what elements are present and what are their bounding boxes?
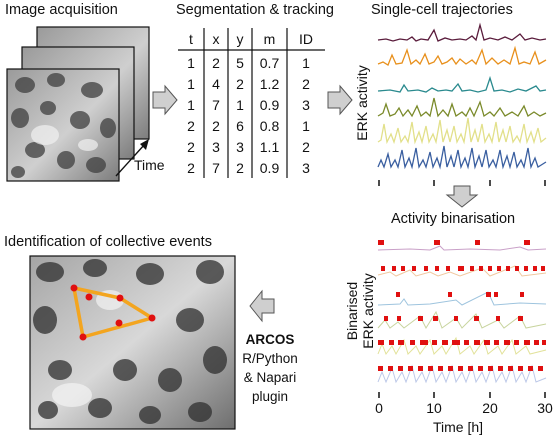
heading-activity-binarisation: Activity binarisation: [391, 211, 516, 227]
arrow-table-to-trajectories: [327, 84, 353, 116]
table-header-cell: y: [236, 31, 244, 47]
table-cell: 2: [187, 139, 195, 155]
collective-events-image: [29, 255, 236, 430]
table-cell: 2: [212, 118, 220, 134]
table-cell: 0.8: [259, 118, 280, 134]
table-cell: 3: [236, 139, 244, 155]
table-cell: 0.9: [259, 97, 280, 113]
binarised-tick-label: 20: [482, 400, 498, 416]
binarised-tick-label: 30: [537, 400, 553, 416]
table-cell: 0.9: [259, 160, 280, 176]
heading-collective-events: Identification of collective events: [4, 234, 212, 250]
table-cell: 1.2: [259, 76, 280, 92]
trajectory-series-3: [377, 75, 547, 93]
table-cell: 1: [302, 55, 310, 71]
table-cell: 1: [187, 55, 195, 71]
trajectories-plot: [377, 22, 547, 170]
trajectory-series-5: [377, 117, 547, 145]
heading-segmentation-tracking: Segmentation & tracking: [176, 2, 334, 18]
collective-event-points: [70, 284, 156, 341]
binarised-x-axis: [378, 392, 546, 398]
table-cell: 2: [187, 118, 195, 134]
segmentation-table: t x y m ID 1 2 5 0.7 1 1 4 2 1.2 2 1 7 1 0.9 3 2 2 6 0.8 1 2 3 3 1.1…: [178, 28, 325, 178]
table-cell: 3: [302, 97, 310, 113]
table-cell: 3: [212, 139, 220, 155]
binarised-tick-label: 10: [426, 400, 442, 416]
arrow-acquisition-to-table: [152, 84, 178, 116]
table-cell: 1: [187, 76, 195, 92]
image-frame-front: [6, 68, 120, 182]
table-cell: 0.7: [259, 55, 280, 71]
table-header-cell: t: [189, 31, 193, 47]
trajectory-series-6: [377, 145, 547, 170]
table-cell: 3: [302, 160, 310, 176]
binary-line-1: [377, 245, 547, 251]
table-grid: [178, 28, 325, 178]
arcos-label: ARCOS R/Python & Napari plugin: [240, 330, 300, 406]
binary-line-6: [377, 364, 547, 384]
arrow-down-to-binarisation: [445, 185, 479, 208]
table-cell: 7: [212, 97, 220, 113]
arcos-line3: & Napari: [243, 370, 297, 385]
trajectory-series-1: [377, 22, 547, 42]
binary-line-5: [377, 336, 547, 356]
arrow-binarisation-to-collective: [249, 289, 275, 323]
time-arrow: [115, 139, 149, 177]
table-header-cell: ID: [299, 31, 313, 47]
binarised-y-label: Binarised ERK activity: [344, 251, 376, 371]
table-header-cell: m: [263, 31, 276, 47]
trajectories-y-label: ERK activity: [354, 65, 370, 141]
table-cell: 2: [302, 76, 310, 92]
table-cell: 2: [236, 76, 244, 92]
table-cell: 5: [236, 55, 244, 71]
binarised-y-label-line1: Binarised: [344, 281, 360, 341]
table-cell: 1.1: [259, 139, 280, 155]
binarised-tick-label: 0: [375, 400, 383, 416]
trajectory-series-4: [377, 97, 547, 118]
table-cell: 2: [302, 139, 310, 155]
table-cell: 1: [236, 97, 244, 113]
binarised-plot: [377, 240, 547, 384]
binary-line-2: [377, 265, 547, 277]
table-cell: 7: [212, 160, 220, 176]
time-label: Time: [134, 157, 165, 173]
arcos-title: ARCOS: [245, 332, 295, 347]
image-stack: [6, 26, 150, 182]
binary-line-4: [377, 310, 547, 330]
binarised-x-label: Time [h]: [433, 419, 484, 435]
table-cell: 2: [236, 160, 244, 176]
table-cell: 4: [212, 76, 220, 92]
binarised-y-label-line2: ERK activity: [360, 273, 376, 349]
trajectories-x-ticks: [378, 180, 546, 186]
trajectory-series-2: [377, 45, 547, 66]
table-cell: 2: [212, 55, 220, 71]
heading-image-acquisition: Image acquisition: [5, 2, 118, 18]
table-cell: 1: [187, 97, 195, 113]
table-cell: 6: [236, 118, 244, 134]
table-cell: 2: [187, 160, 195, 176]
heading-single-cell-trajectories: Single-cell trajectories: [371, 2, 513, 18]
arcos-line4: plugin: [251, 389, 289, 404]
arcos-line2: R/Python: [242, 351, 298, 366]
binary-line-3: [377, 291, 547, 306]
table-header-cell: x: [212, 31, 220, 47]
table-cell: 1: [302, 118, 310, 134]
